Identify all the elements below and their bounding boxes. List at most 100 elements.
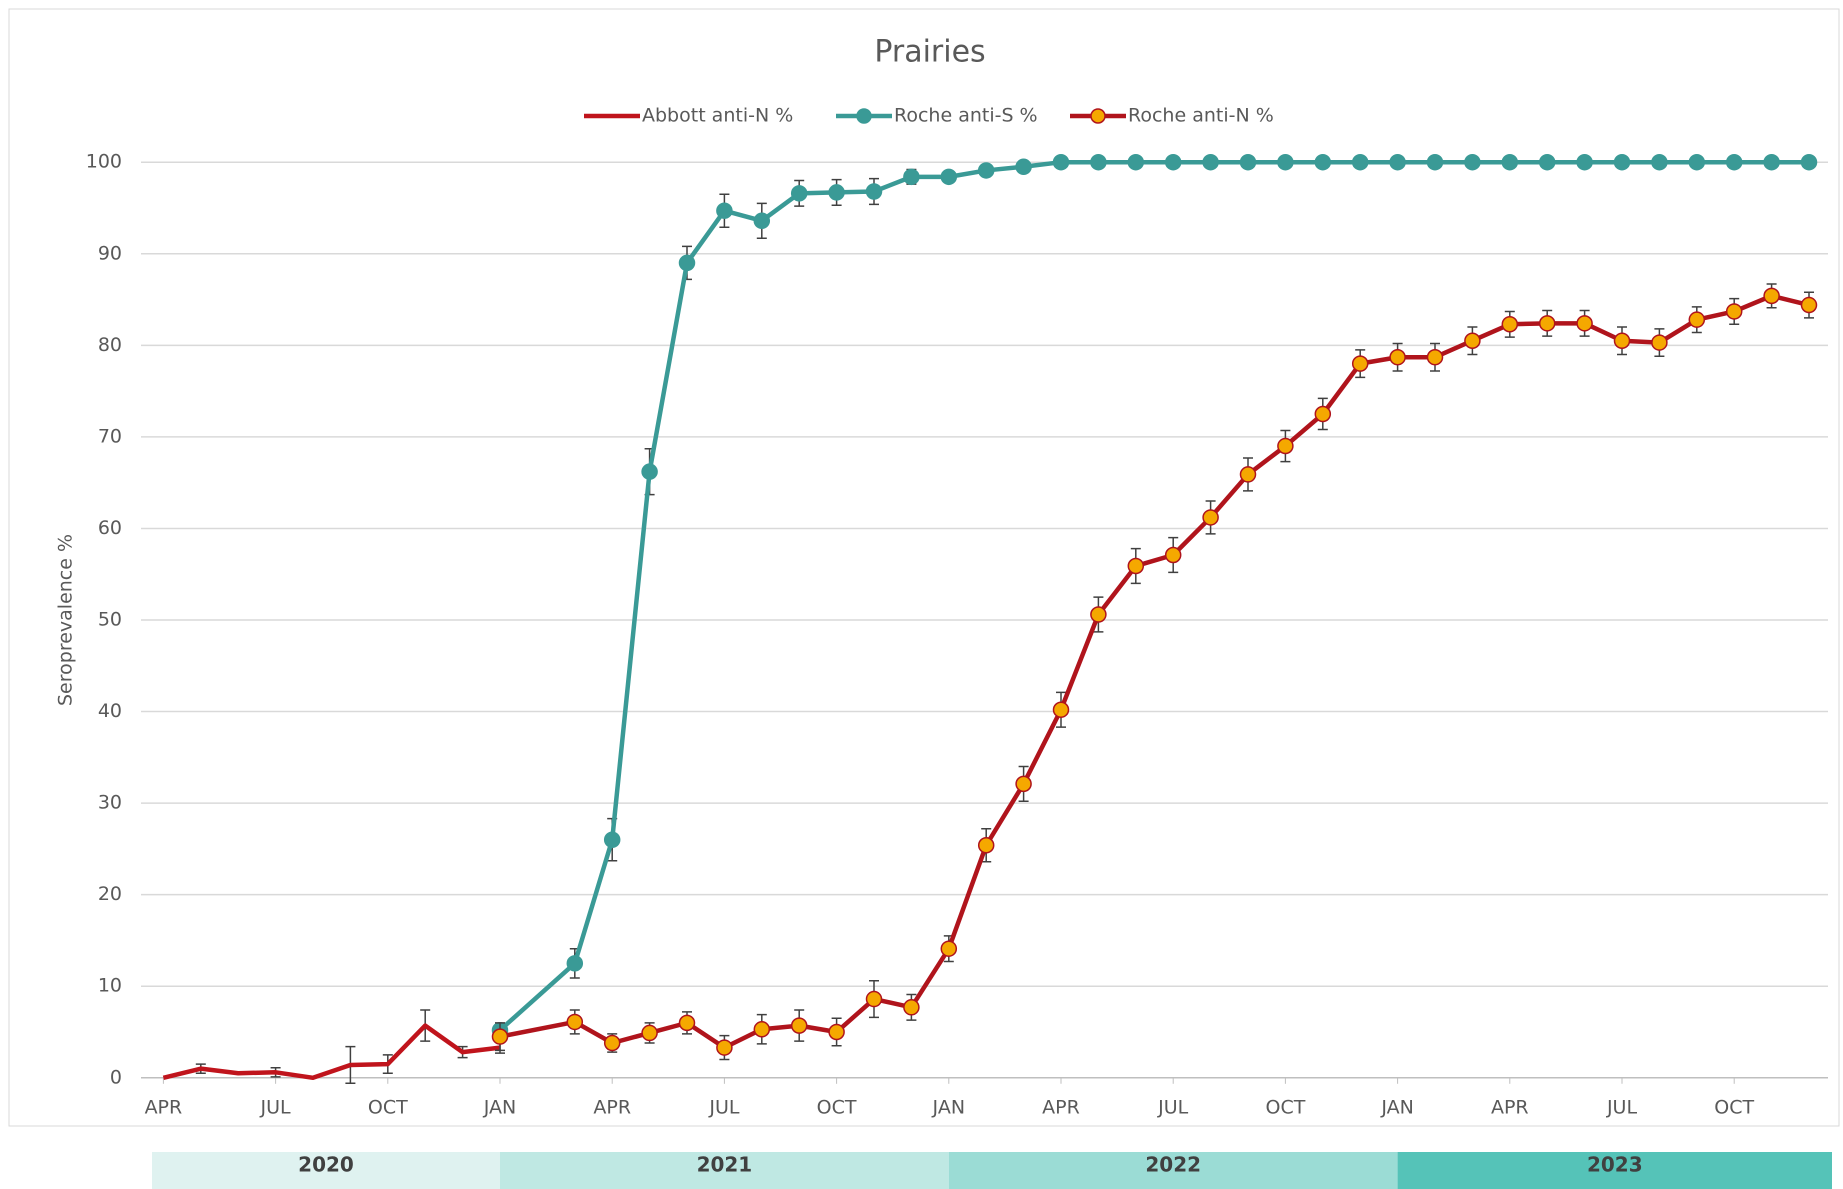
year-band: [152, 1152, 500, 1189]
data-point: [1202, 509, 1219, 526]
data-point: [1314, 405, 1332, 423]
data-point: [1277, 437, 1294, 455]
y-tick-label: 40: [98, 700, 122, 722]
data-point: [1127, 153, 1145, 171]
data-point: [1052, 701, 1070, 718]
data-point: [1351, 355, 1369, 372]
data-point: [1426, 348, 1444, 366]
x-tick-label: JUL: [260, 1097, 292, 1119]
legend-label: Abbott anti-N %: [642, 105, 793, 127]
chart-frame: [8, 8, 1840, 1127]
data-point: [1576, 153, 1593, 171]
x-tick-label: JUL: [708, 1097, 740, 1119]
data-point: [1800, 153, 1818, 171]
data-point: [828, 184, 845, 201]
data-point: [678, 254, 696, 272]
data-point: [1501, 316, 1519, 333]
data-point: [603, 1034, 621, 1052]
y-tick-label: 10: [98, 975, 122, 997]
legend-label: Roche anti-S %: [894, 105, 1038, 127]
x-tick-label: OCT: [1265, 1097, 1305, 1119]
data-point: [1426, 153, 1444, 171]
data-point: [1015, 158, 1032, 176]
data-point: [716, 202, 733, 219]
data-point: [1277, 153, 1294, 171]
year-band: [948, 1152, 1398, 1189]
data-point: [1314, 153, 1332, 171]
data-point: [940, 940, 958, 957]
x-tick-label: JUL: [1606, 1097, 1638, 1119]
data-point: [641, 1024, 658, 1042]
data-point: [1164, 153, 1182, 171]
x-tick-label: OCT: [817, 1097, 857, 1119]
y-tick-label: 50: [98, 609, 122, 631]
legend-label: Roche anti-N %: [1128, 105, 1274, 127]
x-tick-label: JAN: [1380, 1097, 1413, 1119]
data-point: [641, 463, 658, 480]
data-point: [1389, 153, 1406, 171]
data-point: [1389, 348, 1406, 366]
data-point: [1202, 153, 1219, 171]
data-point: [1651, 334, 1668, 351]
year-band-label: 2023: [1587, 1153, 1643, 1177]
x-tick-label: APR: [1491, 1097, 1529, 1119]
year-band-label: 2020: [298, 1153, 354, 1177]
legend-marker: [1090, 108, 1106, 124]
y-tick-label: 90: [98, 242, 122, 264]
data-point: [977, 836, 995, 854]
legend-marker: [856, 108, 872, 124]
data-point: [603, 831, 621, 848]
x-tick-label: APR: [1042, 1097, 1080, 1119]
year-band-label: 2022: [1145, 1153, 1201, 1177]
year-band: [500, 1152, 949, 1189]
data-point: [1800, 296, 1818, 314]
data-point: [1351, 153, 1369, 171]
year-band-label: 2021: [697, 1153, 753, 1177]
series-line: [162, 1023, 501, 1081]
data-point: [566, 1013, 584, 1031]
data-point: [1688, 153, 1706, 171]
data-point: [1613, 332, 1631, 349]
data-point: [491, 1028, 509, 1045]
y-tick-label: 70: [98, 425, 122, 447]
data-point: [1688, 311, 1706, 328]
data-point: [1538, 153, 1556, 171]
y-tick-label: 20: [98, 883, 122, 905]
data-point: [1164, 546, 1182, 564]
data-point: [753, 212, 771, 230]
data-point: [865, 183, 883, 200]
year-band: [1397, 1152, 1832, 1189]
x-tick-label: OCT: [1714, 1097, 1754, 1119]
data-point: [1239, 153, 1257, 171]
data-point: [1725, 303, 1743, 320]
data-point: [1538, 315, 1556, 332]
data-point: [1763, 153, 1780, 171]
data-point: [566, 955, 584, 972]
data-point: [1464, 153, 1481, 171]
data-point: [1015, 775, 1032, 793]
x-tick-label: JUL: [1157, 1097, 1189, 1119]
data-point: [1501, 153, 1519, 171]
data-point: [1576, 315, 1593, 332]
data-point: [865, 990, 883, 1008]
data-point: [1090, 606, 1107, 623]
x-tick-label: APR: [593, 1097, 631, 1119]
chart-title: Prairies: [874, 35, 985, 70]
x-tick-label: APR: [145, 1097, 183, 1119]
data-point: [1090, 153, 1107, 171]
data-point: [1052, 153, 1070, 171]
data-point: [903, 168, 920, 186]
data-point: [790, 1017, 808, 1034]
data-point: [1464, 332, 1481, 349]
data-point: [753, 1021, 771, 1038]
x-tick-label: JAN: [932, 1097, 965, 1119]
data-point: [977, 162, 995, 179]
data-point: [1127, 557, 1145, 575]
data-point: [678, 1014, 696, 1032]
x-tick-label: OCT: [368, 1097, 408, 1119]
data-point: [940, 168, 958, 186]
data-point: [716, 1039, 733, 1056]
data-point: [828, 1023, 845, 1041]
data-point: [903, 999, 920, 1016]
